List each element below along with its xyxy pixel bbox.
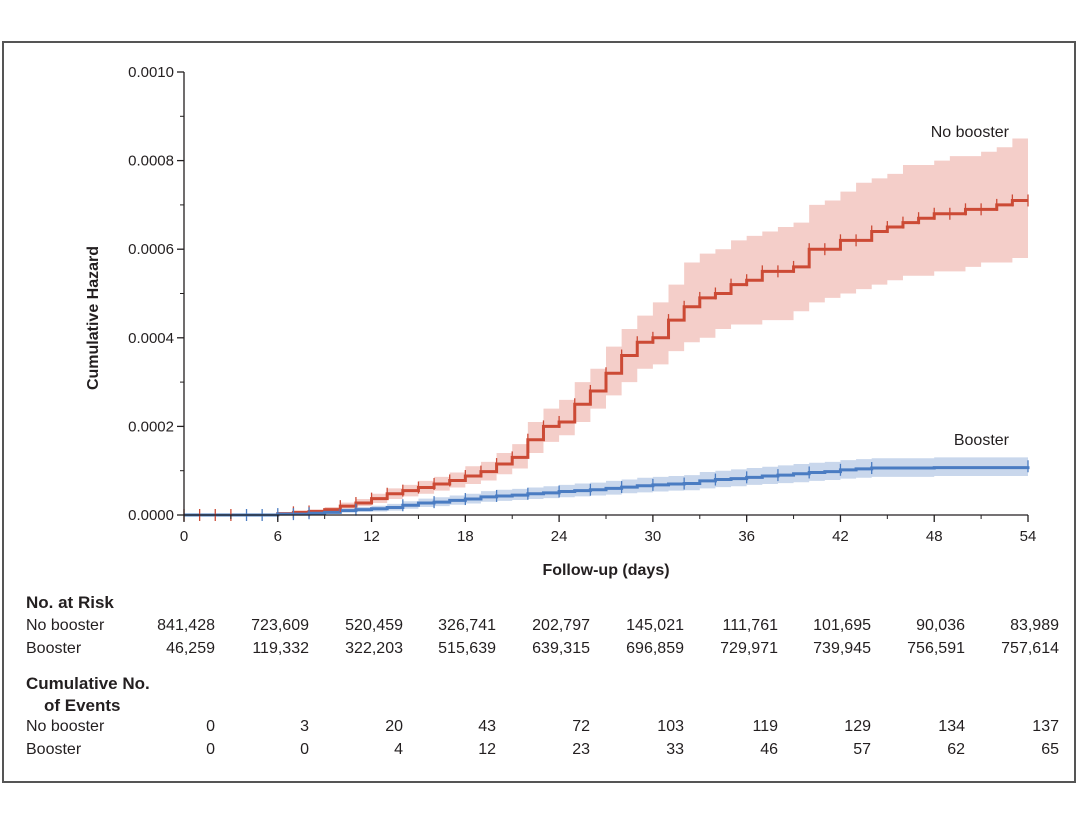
booster-confidence-band [184,456,1028,515]
risk-table-cell: 515,639 [438,640,496,657]
risk-table-cell: 202,797 [532,617,590,634]
events-table-cell: 33 [666,741,684,758]
figure-frame [2,41,1076,783]
x-tick-label: 18 [457,528,474,545]
events-table-cell: 23 [572,741,590,758]
x-tick-label: 30 [645,528,662,545]
risk-table-cell: 841,428 [157,617,215,634]
events-table-cell: 12 [478,741,496,758]
risk-table-cell: 756,591 [907,640,965,657]
events-table-heading: Cumulative No. of Events [26,673,150,717]
no-booster-series-label: No booster [931,124,1010,141]
x-tick-label: 6 [274,528,282,545]
risk-table-cell: 111,761 [722,617,778,634]
axes: 0 6 12 18 24 30 36 42 48 54 0.0000 0.0002 0.0004 0.00… [128,64,1036,545]
risk-table-cell: 322,203 [345,640,403,657]
risk-table-cell: 696,859 [626,640,684,657]
y-tick-label: 0.0004 [128,330,174,347]
events-heading-line1: Cumulative No. [26,674,150,693]
x-axis-title: Follow-up (days) [542,562,669,579]
x-tick-label: 0 [180,528,188,545]
cumulative-hazard-chart: 0 6 12 18 24 30 36 42 48 54 0.0000 0.0002 0.0004 0.00… [85,64,1036,579]
risk-table-cell: 757,614 [1001,640,1059,657]
no-booster-confidence-band [184,138,1028,515]
risk-table-cell: 639,315 [532,640,590,657]
events-table-cell: 103 [657,718,684,735]
y-tick-label: 0.0008 [128,153,174,170]
x-tick-label: 36 [738,528,755,545]
risk-table-cell: 145,021 [626,617,684,634]
risk-table-cell: 90,036 [916,617,965,634]
x-tick-label: 48 [926,528,943,545]
events-table-row-label: No booster [26,718,105,735]
x-tick-label: 42 [832,528,849,545]
y-tick-label: 0.0002 [128,418,174,435]
risk-table-cell: 46,259 [166,640,215,657]
y-tick-label: 0.0010 [128,64,174,81]
risk-table-cell: 739,945 [813,640,871,657]
events-table-cell: 0 [206,718,215,735]
events-table-row-label: Booster [26,741,82,758]
events-table-cell: 3 [300,718,309,735]
x-tick-label: 54 [1020,528,1037,545]
risk-table-cell: 326,741 [438,617,496,634]
events-table-cell: 0 [206,741,215,758]
risk-table-cell: 729,971 [720,640,778,657]
risk-table-cell: 520,459 [345,617,403,634]
events-table-cell: 20 [385,718,403,735]
events-table-cell: 62 [947,741,965,758]
confidence-bands [184,138,1028,515]
risk-table-cell: 83,989 [1010,617,1059,634]
y-axis-title: Cumulative Hazard [85,246,102,390]
events-table-cell: 4 [394,741,403,758]
x-tick-label: 12 [363,528,380,545]
events-table-cell: 129 [844,718,871,735]
events-table-cell: 57 [853,741,871,758]
risk-table-row-label: No booster [26,617,105,634]
events-table-cell: 43 [478,718,496,735]
events-table-cell: 119 [752,718,778,735]
x-tick-label: 24 [551,528,568,545]
events-table-cell: 65 [1041,741,1059,758]
risk-table-cell: 101,695 [813,617,871,634]
risk-table-cell: 119,332 [252,640,309,657]
events-table-cell: 72 [572,718,590,735]
events-table-cell: 134 [938,718,965,735]
booster-series-label: Booster [954,432,1010,449]
events-table-cell: 46 [760,741,778,758]
risk-table-row-label: Booster [26,640,82,657]
y-tick-label: 0.0000 [128,507,174,524]
y-tick-label: 0.0006 [128,241,174,258]
events-table-cell: 0 [300,741,309,758]
events-heading-line2: of Events [44,696,121,715]
risk-table-cell: 723,609 [251,617,309,634]
risk-table-heading: No. at Risk [26,593,114,612]
events-table-cell: 137 [1032,718,1059,735]
